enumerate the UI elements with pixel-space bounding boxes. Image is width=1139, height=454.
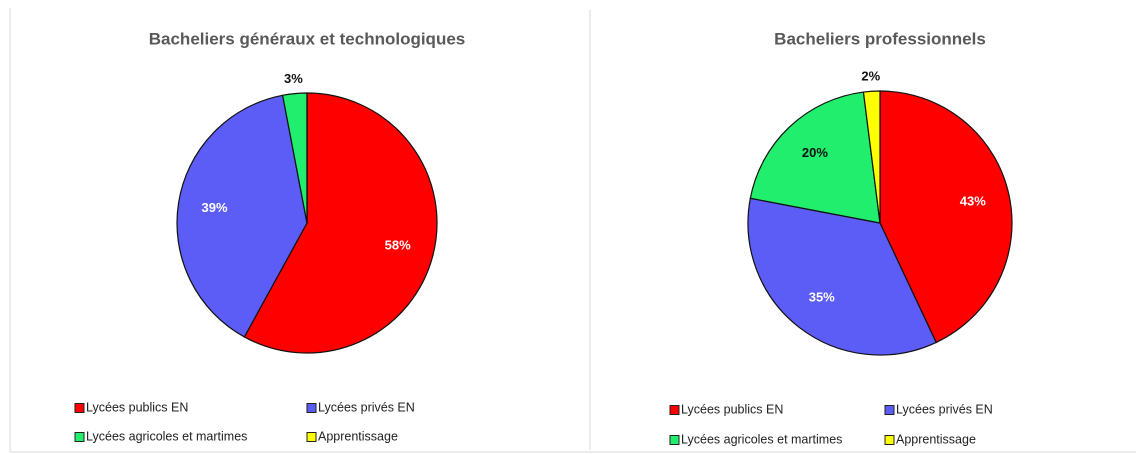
data-label: 3% [284,71,303,86]
legend-marker [74,403,85,413]
pie-slice [749,91,881,224]
data-label: 20% [802,145,828,160]
legend-marker [669,405,680,415]
legend-marker [884,405,895,415]
legend-label: Lycées publics EN [86,400,188,414]
legend-label: Apprentissage [896,432,976,446]
data-label: 43% [960,194,986,209]
legend-label: Lycées privés EN [896,402,993,416]
pie-slice [176,94,308,338]
data-label: 39% [202,200,228,215]
legend-label: Lycées agricoles et martimes [86,429,247,443]
legend-marker [306,403,317,413]
chart-title: Bacheliers professionnels [774,29,986,48]
legend-marker [884,435,895,445]
pie-slice [747,197,938,356]
chart-title: Bacheliers généraux et technologiques [149,29,465,48]
pie-slice [879,90,1013,344]
data-label: 2% [861,69,880,84]
legend-label: Lycées publics EN [681,402,783,416]
pie-slice [862,90,881,224]
data-label: 58% [385,238,411,253]
legend-label: Lycées agricoles et martimes [681,432,842,446]
legend-label: Apprentissage [318,429,398,443]
legend-marker [306,432,317,442]
legend-marker [74,432,85,442]
pie-slice [243,92,438,354]
legend-label: Lycées privés EN [318,400,415,414]
legend-marker [669,435,680,445]
data-label: 35% [809,290,835,305]
